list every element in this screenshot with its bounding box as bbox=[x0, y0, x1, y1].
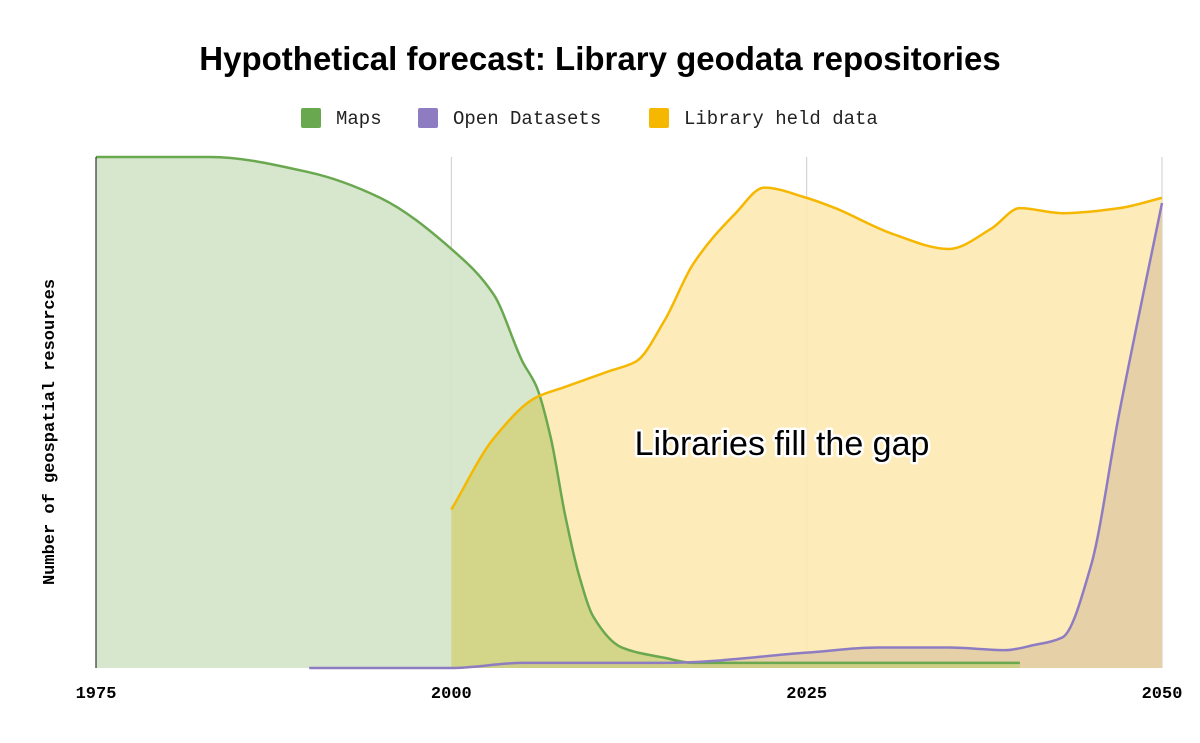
legend-swatch-library-held-data bbox=[649, 108, 669, 128]
x-tick-label-2050: 2050 bbox=[1142, 685, 1183, 704]
chart-title: Hypothetical forecast: Library geodata r… bbox=[199, 40, 1000, 77]
legend-label-open-datasets: Open Datasets bbox=[453, 108, 601, 130]
plot-area bbox=[95, 155, 1164, 670]
x-tick-label-2025: 2025 bbox=[786, 685, 827, 704]
line-open-datasets bbox=[309, 202, 1164, 670]
legend-swatch-open-datasets bbox=[418, 108, 438, 128]
legend-label-maps: Maps bbox=[336, 108, 382, 130]
area-open-datasets bbox=[309, 202, 1162, 669]
y-axis-label: Number of geospatial resources bbox=[41, 279, 60, 585]
legend: Maps Open Datasets Library held data bbox=[301, 108, 878, 130]
legend-swatch-maps bbox=[301, 108, 321, 128]
area-maps bbox=[96, 157, 1020, 668]
line-maps bbox=[96, 155, 1020, 665]
area-library-held-data bbox=[451, 187, 1162, 668]
annotation-label: Libraries fill the gap bbox=[635, 425, 930, 463]
x-tick-label-1975: 1975 bbox=[76, 685, 117, 704]
x-tick-label-2000: 2000 bbox=[431, 685, 472, 704]
line-library-held-data bbox=[450, 186, 1163, 511]
legend-label-library-held-data: Library held data bbox=[684, 108, 878, 130]
